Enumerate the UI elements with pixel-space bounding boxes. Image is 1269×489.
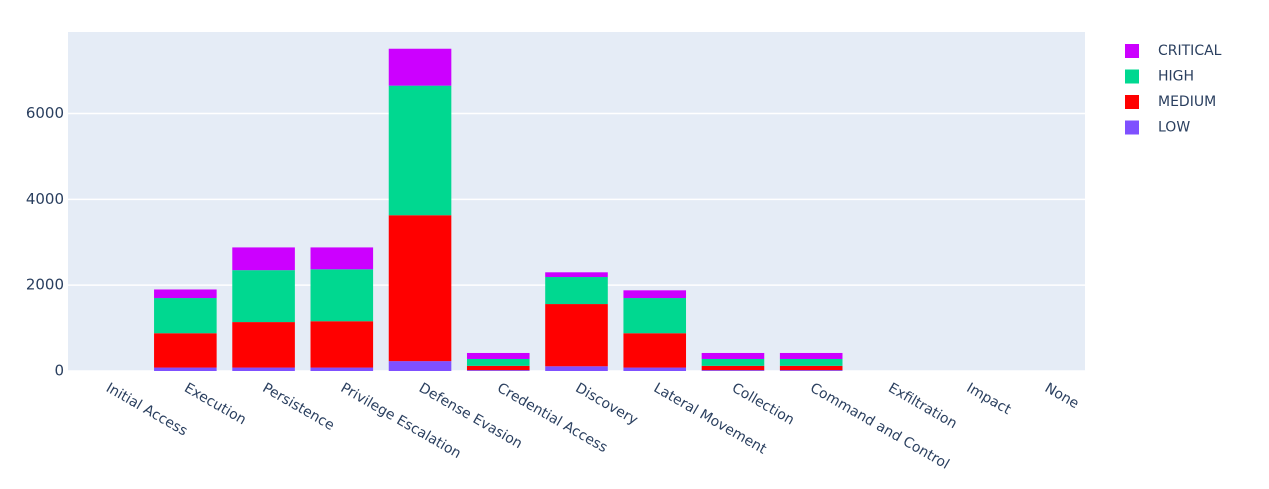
bar-segment (154, 289, 217, 299)
bar-segment (701, 352, 765, 359)
x-tick-label: Discovery (573, 380, 641, 428)
bar-segment (466, 365, 530, 371)
bar-segment (388, 361, 452, 371)
bar-segment (701, 365, 765, 371)
x-tick-label: Command and Control (807, 380, 952, 473)
bar-segment (779, 370, 843, 371)
y-tick-label: 0 (54, 362, 64, 380)
bar-segment (466, 358, 530, 366)
bar-segment (310, 367, 374, 371)
y-tick-label: 2000 (26, 276, 64, 294)
bar-segment (388, 48, 452, 86)
x-tick-label: Execution (181, 380, 248, 428)
bar-segment (388, 215, 452, 362)
legend-swatch (1125, 120, 1139, 135)
bar-segment (154, 333, 217, 368)
bar-segment (545, 272, 608, 278)
bar-segment (310, 269, 374, 322)
bar-segment (779, 365, 843, 371)
bar-segment (154, 298, 217, 334)
bar-segment (310, 321, 374, 368)
bar-segment (466, 352, 530, 359)
bar-segment (232, 322, 295, 368)
legend-label: CRITICAL (1158, 43, 1222, 59)
x-tick-label: Collection (729, 380, 797, 428)
bar-segment (154, 367, 217, 371)
bar-segment (779, 352, 843, 359)
bar-segment (623, 367, 687, 371)
bar-segment (388, 85, 452, 216)
bar-segment (310, 247, 374, 270)
legend-swatch (1125, 95, 1139, 109)
bar-segment (701, 370, 765, 371)
bar-segment (623, 298, 687, 334)
bar-segment (545, 277, 608, 305)
legend-label: LOW (1158, 120, 1190, 136)
x-tick-label: Initial Access (103, 380, 190, 439)
x-tick-label: Persistence (260, 380, 337, 434)
bar-segment (232, 270, 295, 323)
bar-segment (623, 290, 687, 299)
x-tick-label: None (1042, 380, 1082, 412)
legend-swatch (1125, 44, 1139, 58)
y-tick-label: 4000 (26, 190, 64, 208)
bar-segment (466, 370, 530, 371)
y-tick-label: 6000 (26, 104, 64, 122)
bar-segment (779, 358, 843, 366)
bar-segment (701, 358, 765, 366)
x-tick-label: Exfiltration (885, 380, 959, 432)
bar-segment (232, 247, 295, 271)
bar-segment (545, 304, 608, 367)
bar-segment (232, 367, 295, 371)
legend-label: MEDIUM (1158, 94, 1216, 110)
bar-segment (545, 366, 608, 371)
legend-label: HIGH (1158, 69, 1194, 85)
bar-segment (623, 333, 687, 368)
x-tick-label: Impact (964, 380, 1014, 418)
legend-swatch (1125, 69, 1139, 84)
